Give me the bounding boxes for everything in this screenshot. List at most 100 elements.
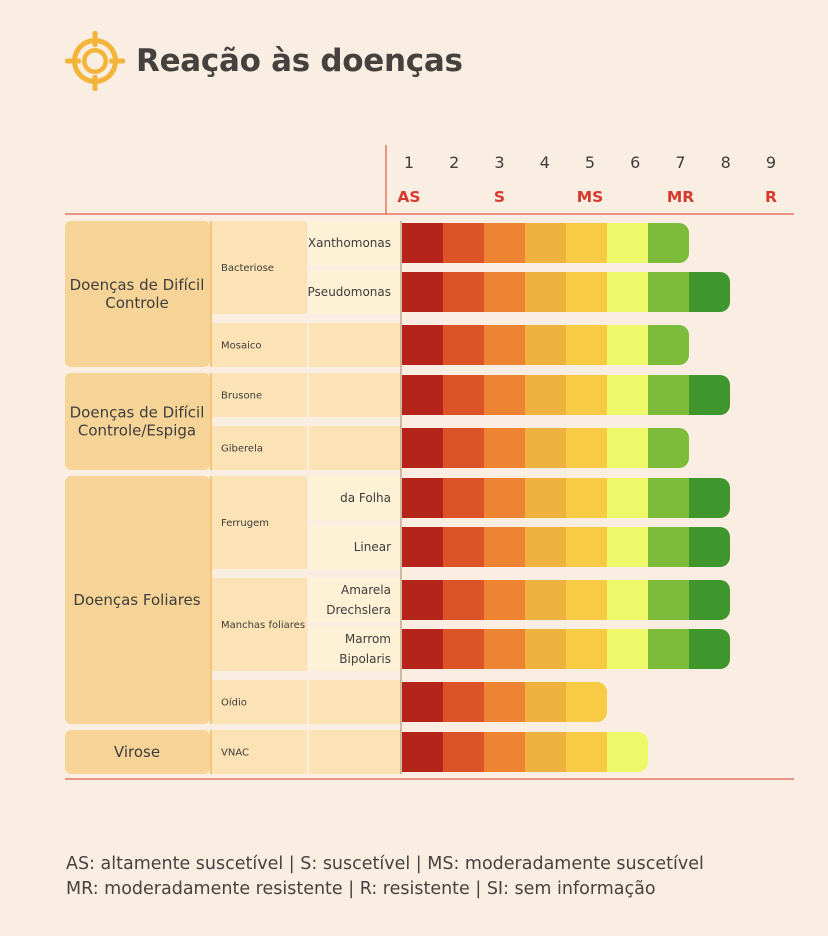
bar-segment [648,527,690,567]
row-label-box [309,373,401,417]
bar-segment [525,428,567,468]
group-box [65,476,210,724]
bar-segment [689,478,730,518]
bar-segment [648,375,690,415]
bar-segment [402,527,444,567]
bar-segment [566,272,608,312]
row-label: Amarela [341,583,391,597]
sub-group-box [211,426,307,470]
bar-segment [525,682,567,722]
sub-group-box [211,373,307,417]
bar-segment [525,223,567,263]
bar-segment [402,629,444,669]
bar-segment [607,375,649,415]
bar-segment [648,272,690,312]
legend-line-1: AS: altamente suscetível | S: suscetível… [66,854,704,874]
title-block: Reação às doenças [64,30,463,92]
group-label: Controle/Espiga [78,422,196,440]
row-label: Marrom [345,632,391,646]
bar-segment [607,272,649,312]
legend-text: AS: altamente suscetível | S: suscetível… [66,852,704,902]
bar-segment [484,272,526,312]
scale-tick: 4 [540,153,550,172]
group-label: Controle [105,294,168,312]
bar-segment [402,478,444,518]
bar-segment [443,325,485,365]
sub-group-label: Oídio [221,697,247,709]
bar-segment [443,527,485,567]
scale-tick: 2 [449,153,459,172]
bar-segment [648,478,690,518]
legend-line-2: MR: moderadamente resistente | R: resist… [66,879,656,899]
bar-segment [648,325,689,365]
bar-segment [607,732,648,772]
row-label-box [309,270,401,314]
bar-segment [607,223,649,263]
bar-segment [525,732,567,772]
sub-group-box [211,730,307,774]
bar-segment [443,580,485,620]
group-box [65,221,210,367]
bar-segment [402,375,444,415]
group-divider [210,730,212,774]
bar-segment [689,580,730,620]
bar-segment [566,428,608,468]
bar-segment [689,375,730,415]
bar-segment [484,375,526,415]
bar-segment [484,527,526,567]
bar-segment [525,375,567,415]
group-box [65,730,210,774]
row-label-box [309,221,401,265]
bar-segment [443,375,485,415]
scale-label: MS [577,188,604,206]
bar-segment [443,629,485,669]
bar-segment [443,682,485,722]
sub-group-box [211,578,307,671]
sub-group-box [211,476,307,569]
bar-segment [525,325,567,365]
row-label: Drechslera [326,603,391,617]
scale-label: MR [667,188,694,206]
bar-segment [566,580,608,620]
bar-segment [484,428,526,468]
scale-tick: 6 [630,153,640,172]
bar-segment [402,272,444,312]
bar-segment [566,629,608,669]
row-label: Linear [354,540,391,554]
row-label-box [309,730,401,774]
bar-segment [648,580,690,620]
row-label: da Folha [340,491,391,505]
bar-segment [525,527,567,567]
bar-segment [566,682,607,722]
bar-segment [525,580,567,620]
bar-segment [525,629,567,669]
bar-segment [484,223,526,263]
bar-segment [566,375,608,415]
bar-segment [443,732,485,772]
group-divider [210,221,212,367]
row-label-box [309,426,401,470]
sub-group-label: VNAC [221,748,249,759]
bar-segment [607,478,649,518]
sub-group-label: Mosaico [221,341,261,352]
bar-segment [402,682,444,722]
bar-segment [689,629,730,669]
group-label: Virose [114,743,160,761]
row-label-box [309,627,401,671]
sub-group-label: Giberela [221,444,263,455]
scale-tick: 7 [675,153,685,172]
bar-segment [689,527,730,567]
bar-segment [648,428,689,468]
sub-group-box [211,323,307,367]
bar-segment [484,682,526,722]
page-title: Reação às doenças [136,43,463,79]
sub-group-label: Manchas foliares [221,620,305,631]
row-label-box [309,525,401,569]
bar-segment [607,527,649,567]
target-icon [65,31,125,91]
scale-tick: 1 [404,153,414,172]
sub-group-label: Ferrugem [221,518,269,529]
row-label-box [309,323,401,367]
bar-segment [607,428,649,468]
bar-segment [689,272,730,312]
